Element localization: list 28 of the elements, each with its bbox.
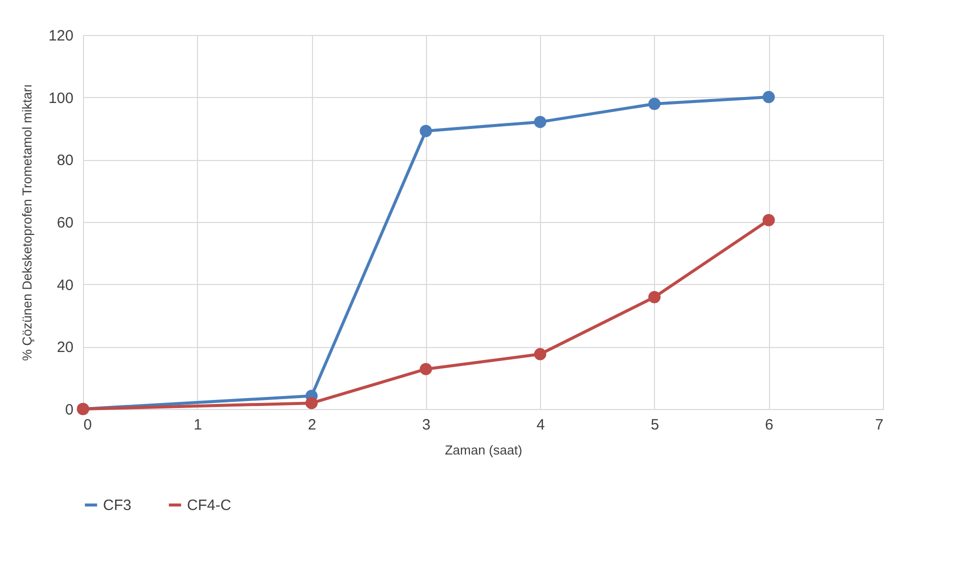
- x-tick-label: 6: [765, 416, 774, 434]
- point: [648, 98, 661, 110]
- point: [534, 348, 546, 360]
- legend-label: CF4-C: [187, 497, 232, 514]
- y-tick-label: 60: [56, 214, 74, 232]
- point: [648, 291, 661, 304]
- x-tick-label: 5: [650, 416, 660, 434]
- y-tick-label: 40: [56, 276, 74, 294]
- y-axis-title: % Çözünen Deksketoprofen Trometamol miktarı: [19, 84, 34, 361]
- y-tick-label: 80: [56, 152, 74, 170]
- x-tick-label: 7: [875, 416, 884, 434]
- x-tick-label: 1: [194, 416, 202, 434]
- y-tick-label: 100: [48, 90, 74, 107]
- point: [420, 362, 432, 376]
- point: [420, 124, 432, 138]
- x-axis-title: Zaman (saat): [444, 442, 522, 458]
- y-tick-label: 120: [48, 28, 74, 44]
- y-tick-label: 0: [65, 402, 74, 418]
- x-tick-label: 4: [536, 416, 545, 434]
- x-tick-label: 2: [308, 416, 316, 434]
- y-tick-label: 20: [56, 339, 74, 356]
- point: [762, 90, 775, 104]
- x-tick-label: 0: [84, 416, 92, 434]
- legend-label: CF3: [103, 497, 132, 514]
- x-tick-label: 3: [422, 416, 431, 434]
- point: [534, 116, 546, 128]
- point: [305, 396, 318, 410]
- point: [762, 214, 775, 226]
